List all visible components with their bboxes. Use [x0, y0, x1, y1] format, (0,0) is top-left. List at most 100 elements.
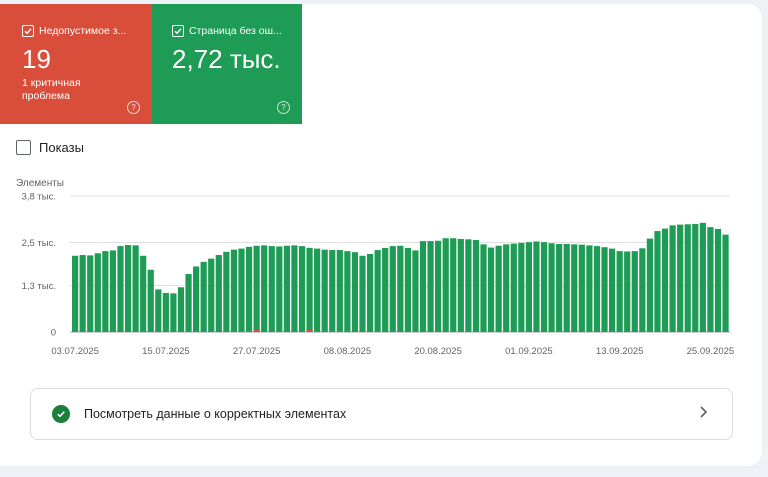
bar-invalid [170, 331, 177, 332]
bar-invalid [593, 331, 601, 332]
x-tick-label: 15.07.2025 [142, 346, 190, 357]
bar-invalid [404, 331, 411, 332]
bar-invalid [79, 331, 86, 332]
bar-valid [624, 251, 631, 332]
bar-invalid [291, 331, 298, 332]
bar-valid [351, 252, 359, 332]
bar-valid [707, 227, 714, 332]
bar-invalid [450, 331, 457, 332]
bar-valid [677, 224, 684, 332]
y-tick-label: 0 [51, 328, 56, 339]
bar-valid [563, 243, 570, 332]
bar-valid [253, 245, 260, 332]
bar-valid [109, 250, 117, 332]
bar-invalid [533, 331, 540, 332]
bar-valid [450, 238, 457, 332]
y-tick-label: 1,3 тыс. [22, 281, 56, 292]
bar-valid [631, 251, 638, 332]
bar-invalid [722, 331, 729, 332]
bar-invalid [412, 331, 419, 332]
bar-invalid [94, 331, 101, 332]
bar-invalid [87, 331, 94, 332]
bar-valid [654, 231, 661, 332]
tile-valid-label: Страница без ош... [189, 25, 282, 37]
x-tick-label: 03.07.2025 [51, 346, 99, 357]
checkbox-checked-icon[interactable] [172, 25, 184, 37]
bar-invalid [132, 331, 139, 332]
bar-invalid [669, 331, 676, 332]
bar-invalid [268, 331, 275, 332]
bar-invalid [495, 331, 502, 332]
bar-valid [268, 246, 275, 332]
bar-invalid [223, 331, 230, 332]
bar-valid [639, 248, 646, 332]
bar-invalid [162, 331, 169, 332]
bar-valid [79, 255, 86, 332]
bar-invalid [631, 331, 638, 332]
bar-invalid [200, 331, 207, 332]
bar-valid [276, 246, 283, 332]
bar-invalid [457, 331, 464, 332]
bar-valid [472, 240, 480, 332]
bar-valid [359, 255, 366, 332]
view-correct-label: Посмотреть данные о корректных элементах [84, 407, 347, 421]
bar-valid [132, 245, 139, 332]
bar-valid [518, 242, 525, 332]
x-tick-label: 27.07.2025 [233, 346, 281, 357]
bar-invalid [616, 331, 623, 332]
bar-valid [177, 287, 185, 332]
bar-invalid [276, 331, 283, 332]
bar-valid [298, 246, 306, 332]
bar-valid [571, 244, 578, 332]
bar-valid [503, 244, 510, 332]
bar-invalid [230, 331, 238, 332]
bar-valid [291, 245, 298, 332]
checkbox-checked-icon[interactable] [22, 25, 34, 37]
view-correct-button[interactable]: Посмотреть данные о корректных элементах [30, 388, 733, 440]
bar-invalid [117, 331, 124, 332]
bar-invalid [654, 331, 661, 332]
bar-invalid [253, 329, 260, 332]
tile-invalid[interactable]: Недопустимое з... 19 1 критичная проблем… [0, 4, 152, 124]
bar-invalid [677, 331, 684, 332]
bar-invalid [155, 331, 162, 332]
bar-invalid [321, 331, 328, 332]
bar-valid [314, 248, 321, 332]
bar-invalid [578, 331, 585, 332]
bar-valid [457, 238, 464, 332]
bar-valid [412, 250, 419, 332]
tile-valid[interactable]: Страница без ош... 2,72 тыс. ? [152, 4, 302, 124]
help-icon[interactable]: ? [127, 101, 140, 114]
bar-valid [140, 255, 147, 332]
tile-valid-header: Страница без ош... [172, 25, 282, 37]
bar-invalid [336, 331, 343, 332]
bar-invalid [359, 331, 366, 332]
bar-valid [147, 269, 154, 332]
bar-valid [193, 266, 200, 332]
bar-invalid [193, 331, 200, 332]
bar-invalid [624, 331, 631, 332]
bar-valid [245, 246, 253, 332]
bar-invalid [374, 331, 381, 332]
bar-invalid [714, 331, 722, 332]
bar-invalid [283, 331, 290, 332]
coverage-card: Недопустимое з... 19 1 критичная проблем… [0, 4, 762, 466]
bar-valid [646, 238, 653, 332]
impressions-label: Показы [39, 140, 84, 155]
bar-valid [87, 255, 94, 332]
impressions-toggle[interactable]: Показы [16, 140, 84, 155]
checkbox-unchecked-icon[interactable] [16, 140, 31, 155]
bar-invalid [571, 331, 578, 332]
bar-valid [465, 239, 472, 332]
bar-valid [366, 253, 374, 332]
bar-invalid [661, 331, 669, 332]
help-icon[interactable]: ? [277, 101, 290, 114]
bar-valid [608, 248, 616, 332]
bar-invalid [556, 331, 563, 332]
bar-invalid [442, 331, 449, 332]
indexing-chart: Элементы 3,8 тыс. 2,5 тыс. 1,3 тыс. 0 03.07.2… [16, 178, 734, 357]
bar-valid [102, 251, 109, 332]
bar-invalid [72, 331, 79, 332]
bar-invalid [382, 331, 389, 332]
tile-valid-value: 2,72 тыс. [172, 44, 281, 74]
